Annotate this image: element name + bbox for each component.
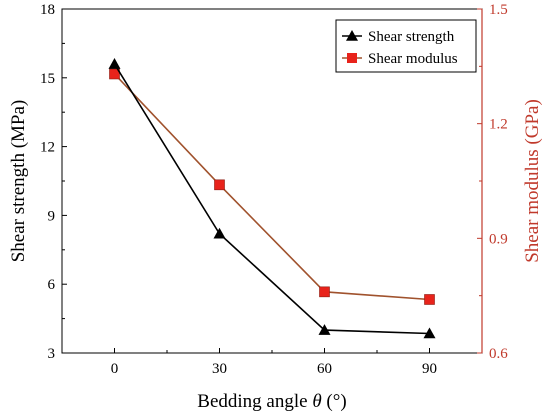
x-tick-label: 30 [212, 361, 227, 377]
right-y-tick-label: 1.5 [489, 2, 508, 18]
left-y-tick-label: 3 [48, 346, 56, 362]
left-y-axis: 3 6 9 12 15 18 [40, 2, 67, 362]
right-y-axis: 0.6 0.9 1.2 1.5 [477, 2, 508, 362]
shear-modulus-point [109, 68, 120, 80]
shear-strength-point [318, 324, 331, 335]
left-y-tick-label: 12 [40, 140, 55, 156]
legend-label-shear-strength: Shear strength [368, 29, 455, 45]
right-y-tick-label: 0.9 [489, 231, 508, 247]
x-axis-label-symbol: θ [312, 391, 321, 412]
x-axis-label-suffix: (°) [322, 391, 347, 412]
x-tick-label: 60 [317, 361, 332, 377]
legend-square-marker [347, 53, 357, 63]
legend-entry-shear-strength: Shear strength [342, 29, 455, 45]
right-y-tick-label: 1.2 [489, 117, 508, 133]
x-tick-label: 0 [111, 361, 119, 377]
x-axis-label-prefix: Bedding angle [197, 391, 312, 412]
right-y-axis-label: Shear modulus (GPa) [522, 99, 543, 263]
series-layer [108, 58, 436, 339]
left-y-axis-label: Shear strength (MPa) [8, 100, 29, 263]
x-tick-label: 90 [422, 361, 437, 377]
left-y-tick-label: 9 [48, 208, 56, 224]
shear-strength-line [113, 63, 430, 335]
shear-strength-point [213, 227, 226, 239]
legend-label-shear-modulus: Shear modulus [368, 51, 458, 67]
left-y-tick-label: 18 [40, 2, 55, 18]
shear-strength-point [108, 58, 121, 69]
x-axis-label: Bedding angle θ (°) [197, 391, 346, 412]
shear-modulus-point [319, 286, 330, 298]
legend-triangle-marker [346, 30, 358, 41]
shear-modulus-point [424, 294, 435, 305]
legend-entry-shear-modulus: Shear modulus [342, 51, 458, 67]
legend: Shear strength Shear modulus [335, 19, 477, 73]
x-axis: 0 30 60 90 [111, 348, 437, 377]
right-y-tick-label: 0.6 [489, 346, 508, 362]
left-y-tick-label: 15 [40, 71, 55, 87]
shear-strength-point [423, 327, 436, 339]
shear-modulus-point [214, 179, 225, 191]
left-y-tick-label: 6 [48, 277, 56, 293]
legend-box [335, 19, 477, 73]
shear-modulus-line [113, 73, 430, 301]
